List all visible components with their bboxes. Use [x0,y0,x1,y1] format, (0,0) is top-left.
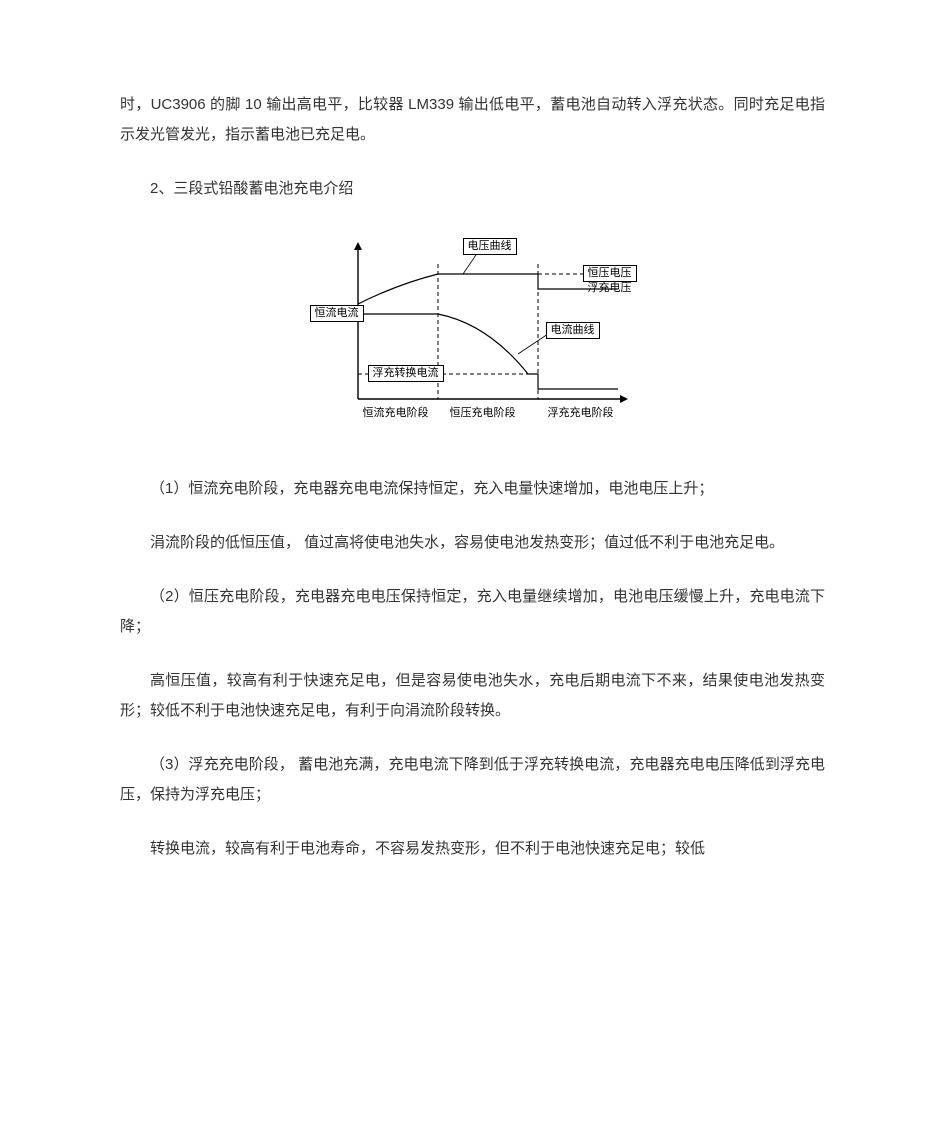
label-const-current: 恒流电流 [310,305,364,322]
charging-curve-chart: 电压曲线恒压电压浮充电压电流曲线 恒流电流浮充转换电流恒流充电阶段 恒压充电阶段 浮充… [120,234,825,434]
paragraph-1: 时，UC3906 的脚 10 输出高电平，比较器 LM339 输出低电平，蓄电池… [120,90,825,150]
label-const-voltage: 恒压电压 [583,265,637,282]
section-heading: 2、三段式铅酸蓄电池充电介绍 [120,174,825,204]
phase-2-caption: 恒压充电阶段 [450,407,516,420]
label-float-voltage: 浮充电压 [588,282,632,295]
label-float-switch-current: 浮充转换电流 [368,365,444,382]
paragraph-4: 涓流阶段的低恒压值， 值过高将使电池失水，容易使电池发热变形；值过低不利于电池充… [120,528,825,558]
paragraph-5: （2）恒压充电阶段，充电器充电电压保持恒定，充入电量继续增加，电池电压缓慢上升，… [120,582,825,642]
label-voltage-curve: 电压曲线 [463,238,517,255]
phase-3-caption: 浮充充电阶段 [548,407,614,420]
paragraph-6: 高恒压值，较高有利于快速充足电，但是容易使电池失水，充电后期电流下不来，结果使电… [120,666,825,726]
phase-1-caption: 恒流充电阶段 [363,407,429,420]
paragraph-8: 转换电流，较高有利于电池寿命，不容易发热变形，但不利于电池快速充足电；较低 [120,834,825,864]
label-current-curve: 电流曲线 [546,322,600,339]
paragraph-3: （1）恒流充电阶段，充电器充电电流保持恒定，充入电量快速增加，电池电压上升； [120,474,825,504]
paragraph-7: （3）浮充充电阶段， 蓄电池充满，充电电流下降到低于浮充转换电流，充电器充电电压… [120,750,825,810]
